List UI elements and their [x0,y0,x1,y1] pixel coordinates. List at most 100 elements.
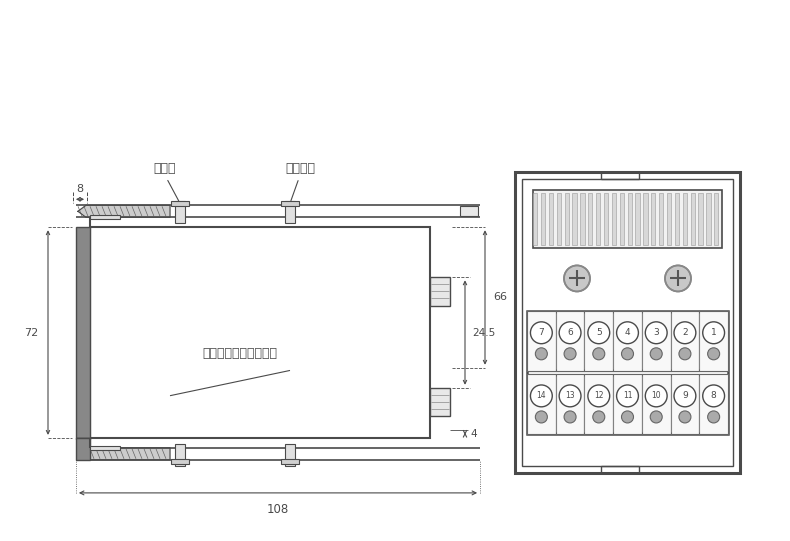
Bar [613,374,641,434]
Bar [627,193,632,246]
Circle shape [564,266,590,292]
Bar [555,374,585,434]
Bar [557,193,561,246]
Bar [699,311,728,371]
Bar [527,311,555,371]
Circle shape [536,348,547,360]
Circle shape [622,348,634,360]
Circle shape [708,348,720,360]
Text: 电能质量管理与优化专家/专注电能质量问题的解决方案与实施: 电能质量管理与优化专家/专注电能质量问题的解决方案与实施 [269,101,521,116]
Bar [430,278,450,306]
Bar [706,193,710,246]
Bar [585,311,613,371]
Bar [76,227,90,438]
Circle shape [679,411,691,423]
Text: 4: 4 [470,429,476,439]
Bar [604,193,608,246]
Bar [175,201,185,223]
Bar [573,193,577,246]
Circle shape [665,266,691,292]
Bar [549,193,553,246]
Text: 9: 9 [682,391,688,400]
Text: 8: 8 [77,184,84,194]
Text: 7: 7 [539,328,544,337]
Text: 3: 3 [653,328,659,337]
Bar [659,193,664,246]
Bar [580,193,585,246]
Text: 前面板或者柜内立隔板: 前面板或者柜内立隔板 [202,347,277,360]
Bar [690,193,695,246]
Text: 12: 12 [594,391,604,400]
Circle shape [588,385,610,407]
Bar [76,438,90,439]
Text: 14: 14 [536,391,546,400]
Bar [515,172,740,473]
Circle shape [650,411,662,423]
Bar [171,201,189,206]
Circle shape [616,322,638,344]
Circle shape [564,411,576,423]
Circle shape [530,322,552,344]
Circle shape [645,322,667,344]
Bar [667,193,672,246]
Bar [285,444,295,466]
Bar [527,374,555,434]
Bar [588,193,592,246]
Circle shape [703,322,724,344]
Circle shape [536,411,547,423]
Text: 安装架: 安装架 [154,162,179,201]
Text: 8: 8 [711,391,717,400]
Circle shape [645,385,667,407]
Circle shape [559,322,581,344]
Circle shape [708,411,720,423]
Text: 6: 6 [567,328,573,337]
Bar [714,193,718,246]
Bar [430,388,450,415]
Circle shape [564,348,576,360]
Bar [683,193,687,246]
Circle shape [622,411,634,423]
Bar [613,311,641,371]
Circle shape [616,385,638,407]
Bar [527,311,728,434]
Bar [171,459,189,464]
Circle shape [559,385,581,407]
Polygon shape [78,448,170,460]
Text: 卡紧螺钉: 卡紧螺钉 [285,162,315,201]
Bar [460,206,478,216]
Bar [555,311,585,371]
Text: 1: 1 [711,328,717,337]
Circle shape [592,411,605,423]
Text: 13: 13 [566,391,575,400]
Bar [643,193,648,246]
Text: 66: 66 [493,293,507,302]
Bar [90,446,120,450]
Text: 安装图示: 安装图示 [352,24,438,58]
Bar [175,444,185,466]
Bar [533,193,537,246]
Text: 5: 5 [596,328,602,337]
Bar [635,193,640,246]
Bar [699,374,728,434]
Circle shape [679,348,691,360]
Bar [533,190,722,248]
Circle shape [530,385,552,407]
Bar [651,193,656,246]
Circle shape [592,348,605,360]
Text: 10: 10 [652,391,661,400]
Bar [641,374,671,434]
Bar [281,201,299,206]
Bar [585,374,613,434]
Bar [671,374,699,434]
Bar [698,193,703,246]
Text: 72: 72 [24,327,38,338]
Bar [675,193,679,246]
Bar [565,193,569,246]
Bar [90,227,430,438]
Text: 11: 11 [623,391,632,400]
Bar [619,193,624,246]
Text: 2: 2 [682,328,688,337]
Circle shape [674,385,696,407]
Circle shape [588,322,610,344]
Bar [281,459,299,464]
